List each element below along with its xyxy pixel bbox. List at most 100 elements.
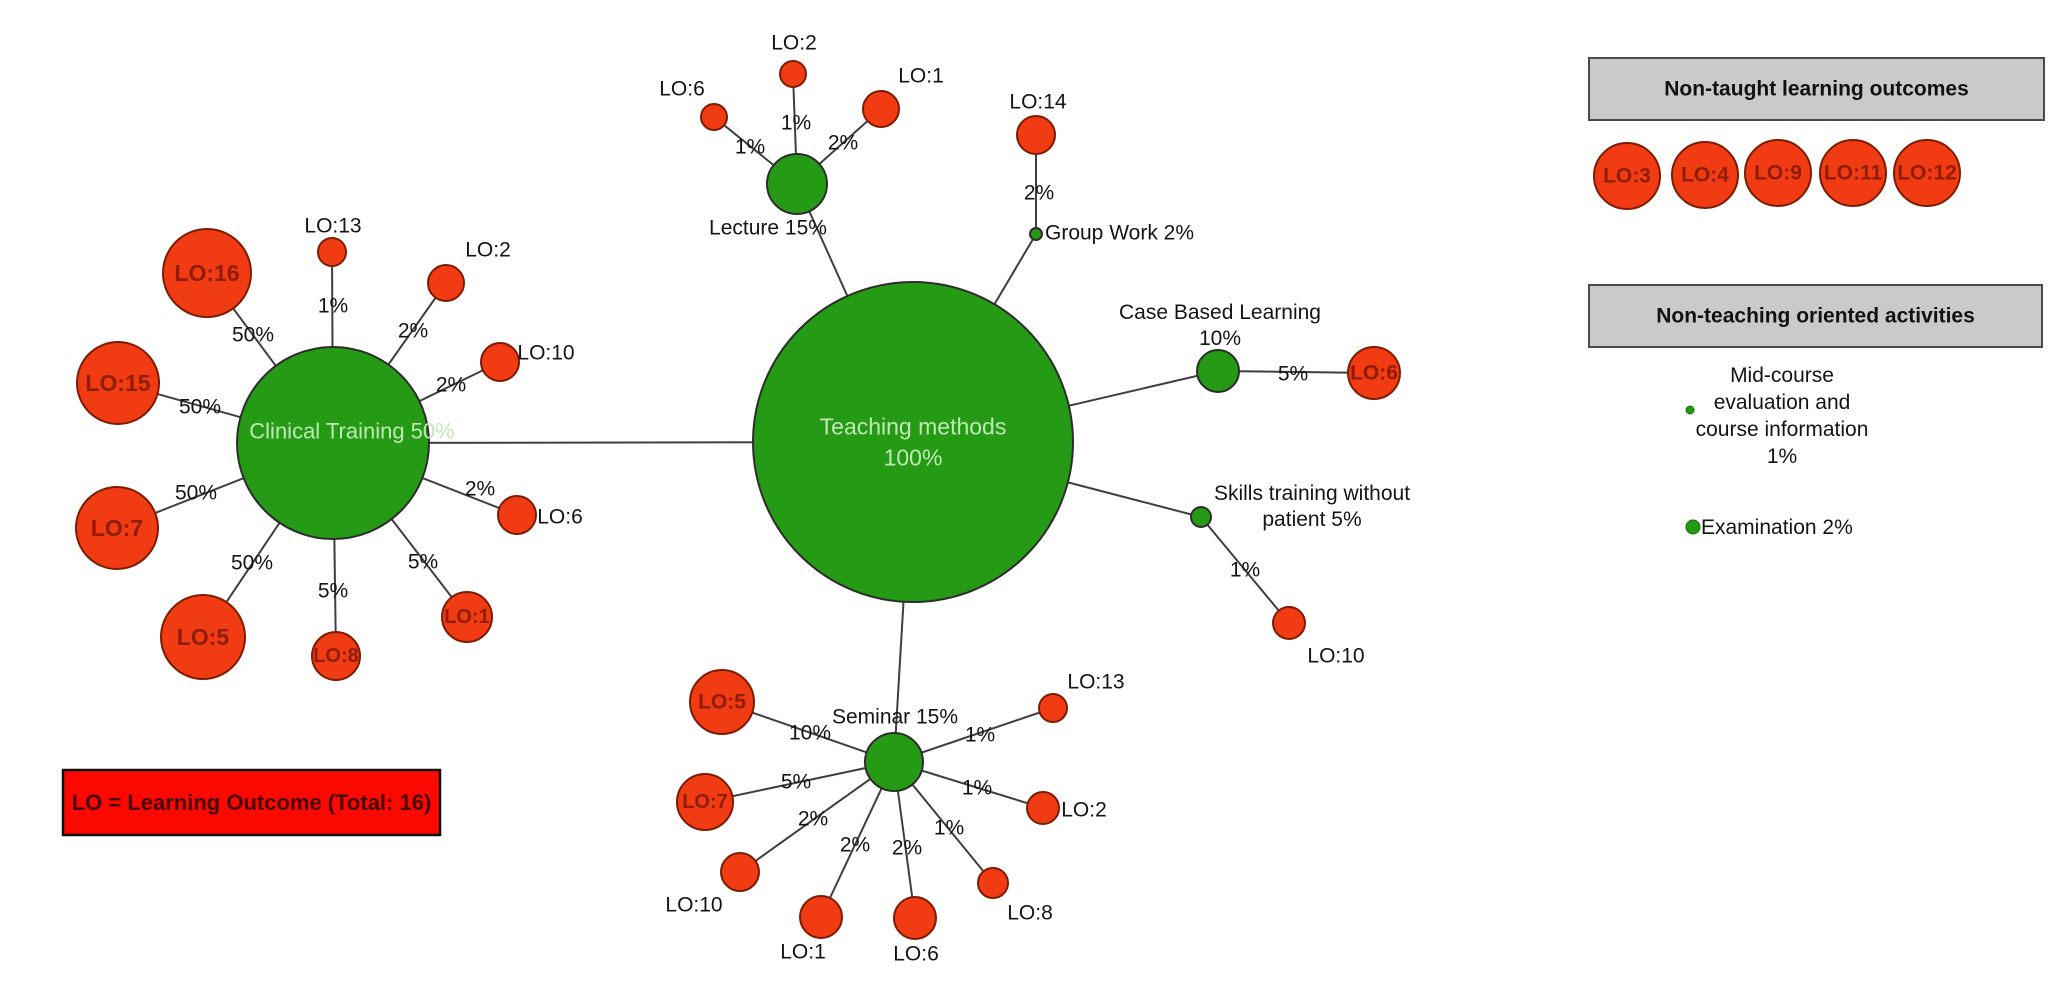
node-circle-c7 [75, 486, 159, 570]
node-circle-c10 [480, 342, 520, 382]
edge-label-clinical-c5: 50% [231, 552, 273, 575]
edge-label-seminar-m13: 1% [965, 724, 995, 747]
node-label-groupwork: Group Work 2% [1045, 222, 1194, 245]
edge-label-groupwork-l14: 2% [1024, 182, 1054, 205]
lo-key-box [61, 768, 442, 837]
legend-activity-label-mid-course-evaluation-line-3: 1% [1767, 445, 1797, 468]
legend-lo-circle-1 [1671, 141, 1739, 209]
node-circle-cb6 [1347, 346, 1401, 400]
node-label-cbl-line-0: Case Based Learning [1119, 301, 1321, 324]
node-circle-c13 [317, 237, 347, 267]
legend-lo-circle-3 [1819, 139, 1887, 207]
edge-label-clinical-c10: 2% [436, 374, 466, 397]
legend-activity-dot-mid-course-evaluation [1685, 405, 1695, 415]
node-circle-m7 [676, 773, 734, 831]
node-label-s10: LO:10 [1307, 645, 1364, 668]
node-circle-c16 [162, 228, 252, 318]
node-circle-clinical [236, 346, 430, 540]
node-label-lecture: Lecture 15% [709, 217, 827, 240]
node-label-teaching: Teaching methods 100% [820, 414, 1007, 471]
edge-label-clinical-c15: 50% [179, 396, 221, 419]
node-label-cbl: Case Based Learning 10% [1119, 301, 1321, 350]
edge-label-lecture-l2: 1% [781, 112, 811, 135]
node-circle-c1 [441, 591, 493, 643]
edge-label-seminar-m8: 1% [934, 817, 964, 840]
legend-activity-label-mid-course-evaluation-line-0: Mid-course [1730, 364, 1834, 387]
node-label-teaching-line-1: 100% [884, 445, 943, 471]
node-label-m1: LO:1 [780, 941, 826, 964]
edge-label-seminar-m5: 10% [789, 722, 831, 745]
legend-non-taught-box [1588, 57, 2045, 121]
edge-seminar-m10 [739, 761, 895, 873]
edge-skills-s10 [1200, 516, 1290, 624]
node-label-c15: LO:15 [85, 370, 150, 396]
node-circle-m2 [1026, 791, 1060, 825]
node-circle-m6 [893, 896, 937, 940]
edge-label-lecture-l1: 2% [828, 132, 858, 155]
node-label-clinical: Clinical Training 50% [249, 419, 454, 444]
node-label-m6: LO:6 [893, 943, 939, 966]
legend-lo-label-1: LO:4 [1681, 164, 1729, 187]
node-label-l2: LO:2 [771, 32, 817, 55]
edge-seminar-m7 [704, 761, 895, 803]
legend-lo-circle-4 [1893, 139, 1961, 207]
edge-label-seminar-m1: 2% [840, 834, 870, 857]
node-label-cb6: LO:6 [1350, 362, 1398, 385]
node-circle-groupwork [1029, 227, 1043, 241]
node-label-c13: LO:13 [304, 215, 361, 238]
node-circle-l1 [862, 90, 900, 128]
edge-label-seminar-m7: 5% [781, 771, 811, 794]
node-circle-teaching [752, 281, 1074, 603]
node-circle-l6 [700, 103, 728, 131]
node-label-m8: LO:8 [1007, 902, 1053, 925]
legend-activities-title: Non-teaching oriented activities [1656, 305, 1975, 328]
edge-label-clinical-c1: 5% [408, 551, 438, 574]
legend-lo-label-3: LO:11 [1824, 162, 1883, 185]
edge-label-clinical-c16: 50% [232, 324, 274, 347]
legend-lo-label-0: LO:3 [1603, 165, 1651, 188]
node-label-skills-line-1: patient 5% [1262, 508, 1361, 531]
node-circle-m13 [1038, 693, 1068, 723]
node-circle-skills [1190, 506, 1212, 528]
node-circle-l2 [779, 60, 807, 88]
node-label-m13: LO:13 [1067, 671, 1124, 694]
node-circle-c6 [497, 495, 537, 535]
node-label-c7: LO:7 [91, 515, 143, 541]
node-label-c1: LO:1 [444, 606, 490, 628]
node-circle-m10 [720, 852, 760, 892]
legend-lo-circle-0 [1593, 142, 1661, 210]
node-label-c8: LO:8 [313, 645, 359, 667]
node-circle-c5 [160, 594, 246, 680]
node-circle-c2 [427, 264, 465, 302]
legend-activity-label-examination: Examination 2% [1701, 516, 1853, 539]
node-label-l14: LO:14 [1009, 91, 1067, 114]
node-circle-c8 [311, 631, 361, 681]
node-circle-cbl [1196, 349, 1240, 393]
lo-key-label: LO = Learning Outcome (Total: 16) [72, 790, 432, 815]
edge-label-clinical-c8: 5% [318, 580, 348, 603]
legend-activity-label-mid-course-evaluation-line-1: evaluation and [1714, 391, 1851, 414]
edge-label-clinical-c13: 1% [318, 295, 348, 318]
legend-activity-label-mid-course-evaluation-line-2: course information [1696, 418, 1869, 441]
edge-label-skills-s10: 1% [1230, 559, 1260, 582]
node-label-seminar: Seminar 15% [832, 706, 958, 729]
node-circle-l14 [1016, 115, 1056, 155]
node-label-l6: LO:6 [659, 78, 705, 101]
node-circle-m1 [799, 895, 843, 939]
node-label-m10: LO:10 [665, 894, 722, 917]
node-label-c16: LO:16 [174, 260, 239, 286]
legend-lo-label-4: LO:12 [1897, 162, 1957, 185]
node-label-l1: LO:1 [898, 65, 944, 88]
node-circle-seminar [864, 732, 924, 792]
legend-lo-circle-2 [1744, 139, 1812, 207]
edge-label-cbl-cb6: 5% [1278, 363, 1308, 386]
edge-label-seminar-m2: 1% [962, 777, 992, 800]
node-circle-lecture [766, 153, 828, 215]
legend-non-taught-title: Non-taught learning outcomes [1664, 78, 1969, 101]
edge-label-clinical-c6: 2% [465, 478, 495, 501]
node-label-skills: Skills training without patient 5% [1214, 482, 1410, 531]
legend-activity-dot-examination [1685, 519, 1701, 535]
edge-label-lecture-l6: 1% [735, 136, 765, 159]
